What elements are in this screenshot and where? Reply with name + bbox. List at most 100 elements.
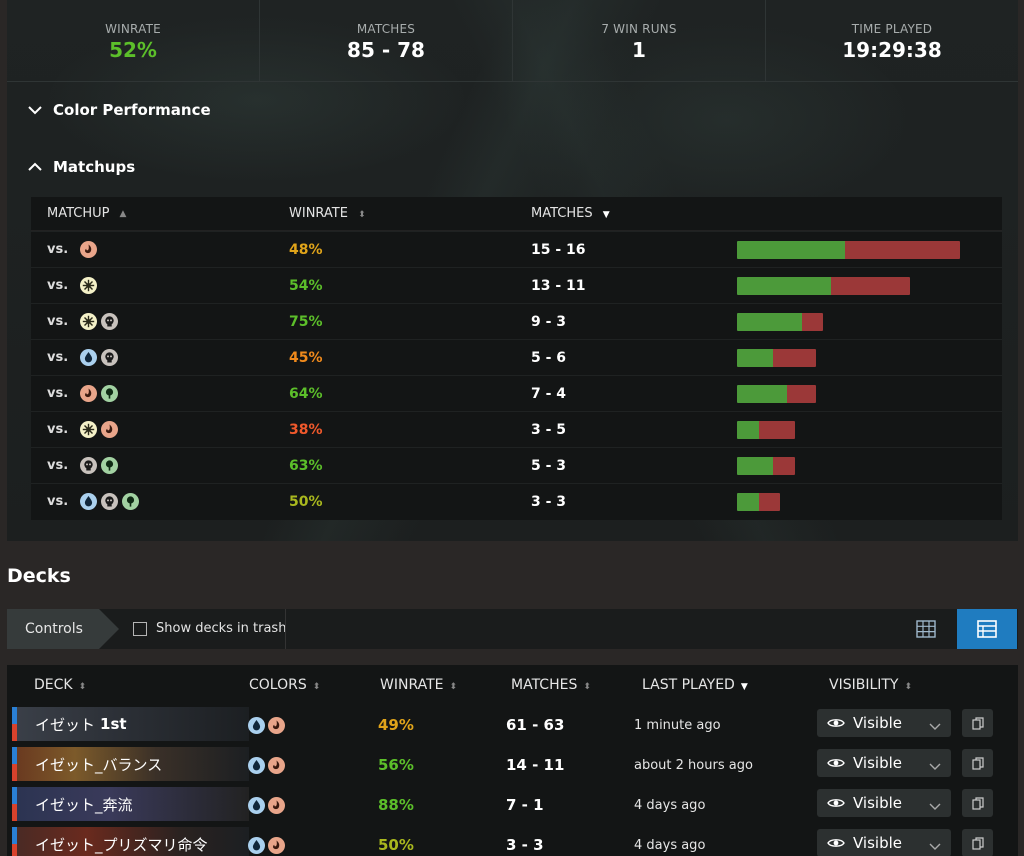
- deck-name-cell[interactable]: イゼット_プリズマリ命令: [17, 827, 249, 856]
- deck-row[interactable]: イゼット_バランス 56% 14 - 11 about 2 hours ago Visi…: [7, 745, 1018, 785]
- red-mana-icon: [268, 716, 285, 734]
- matches-column-header[interactable]: MATCHES ⬍: [511, 677, 591, 693]
- visibility-select[interactable]: Visible: [817, 789, 951, 817]
- blue-mana-icon: [80, 349, 98, 366]
- winrate-column-header[interactable]: WINRATE ⬍: [272, 206, 513, 221]
- decks-table: DECK ⬍ COLORS ⬍ WINRATE ⬍ MATCHES ⬍ LAST PLA…: [7, 665, 1018, 856]
- win-segment: [737, 492, 759, 511]
- winrate-cell: 38%: [289, 421, 323, 438]
- white-mana-icon: [80, 313, 98, 330]
- record-bar: [737, 240, 960, 259]
- chevron-down-icon: [929, 837, 941, 855]
- matchups-toggle[interactable]: Matchups: [27, 158, 135, 176]
- deck-row[interactable]: イゼット 1st 49% 61 - 63 1 minute ago Visible: [7, 705, 1018, 745]
- vs-label: vs.: [47, 458, 69, 473]
- stat-label: WINRATE: [105, 22, 161, 36]
- visibility-select[interactable]: Visible: [817, 709, 951, 737]
- copy-deck-button[interactable]: [962, 829, 993, 856]
- stat-value: 85 - 78: [347, 38, 425, 62]
- matchup-cell: vs.: [31, 493, 272, 510]
- matchups-table: MATCHUP ▲ WINRATE ⬍ MATCHES ▼ vs. 48% 15 -…: [31, 197, 1002, 520]
- visibility-column-header[interactable]: VISIBILITY ⬍: [829, 677, 912, 693]
- red-mana-icon: [268, 836, 285, 854]
- record-bar-cell: [737, 492, 1002, 511]
- record-bar-cell: [737, 276, 1002, 295]
- visibility-select[interactable]: Visible: [817, 749, 951, 777]
- loss-segment: [801, 312, 824, 331]
- deck-name-cell[interactable]: イゼット_奔流: [17, 787, 249, 821]
- loss-segment: [844, 240, 960, 259]
- record-bar-cell: [737, 348, 1002, 367]
- record-bar-cell: [737, 312, 1002, 331]
- matches-column-header[interactable]: MATCHES ▼: [513, 206, 737, 221]
- matchup-row: vs. 50% 3 - 3: [31, 483, 1002, 519]
- deck-row[interactable]: イゼット_奔流 88% 7 - 1 4 days ago Visible: [7, 785, 1018, 825]
- matchup-column-header[interactable]: MATCHUP ▲: [31, 206, 272, 221]
- matches-cell: 5 - 3: [531, 457, 567, 474]
- loss-segment: [830, 276, 910, 295]
- stat-winrate: WINRATE 52%: [7, 0, 260, 81]
- decks-title: Decks: [7, 565, 71, 587]
- deck-colors: [248, 796, 285, 814]
- header-label: MATCHES: [531, 206, 593, 221]
- winrate-column-header[interactable]: WINRATE ⬍: [380, 677, 457, 693]
- copy-deck-button[interactable]: [962, 749, 993, 777]
- winrate-cell: 75%: [289, 313, 323, 330]
- table-icon: [977, 620, 997, 638]
- matchup-row: vs. 54% 13 - 11: [31, 267, 1002, 303]
- record-bar: [737, 384, 817, 403]
- loss-segment: [772, 456, 795, 475]
- colors-column-header[interactable]: COLORS ⬍: [249, 677, 320, 693]
- chevron-up-icon: [28, 162, 42, 171]
- deck-row[interactable]: イゼット_プリズマリ命令 50% 3 - 3 4 days ago Visible: [7, 825, 1018, 856]
- record-bar-cell: [737, 420, 1002, 439]
- copy-icon: [971, 796, 984, 810]
- deck-name: イゼット_奔流: [35, 795, 133, 814]
- deck-name-cell[interactable]: イゼット_バランス: [17, 747, 249, 781]
- deck-column-header[interactable]: DECK ⬍: [34, 677, 86, 693]
- show-trash-toggle[interactable]: Show decks in trash: [133, 621, 286, 636]
- deck-name-cell[interactable]: イゼット 1st: [17, 707, 249, 741]
- show-trash-label: Show decks in trash: [156, 621, 287, 636]
- record-bar: [737, 348, 817, 367]
- loss-segment: [787, 384, 817, 403]
- matchup-row: vs. 38% 3 - 5: [31, 411, 1002, 447]
- last-played-column-header[interactable]: LAST PLAYED ▼: [642, 677, 748, 693]
- stat-time-played: TIME PLAYED 19:29:38: [766, 0, 1018, 81]
- deck-colors: [248, 756, 285, 774]
- copy-deck-button[interactable]: [962, 709, 993, 737]
- win-segment: [737, 420, 759, 439]
- red-mana-icon: [80, 241, 98, 258]
- visibility-select[interactable]: Visible: [817, 829, 951, 856]
- matches-cell: 5 - 6: [531, 349, 567, 366]
- visibility-value: Visible: [853, 714, 902, 732]
- controls-tab[interactable]: Controls: [7, 609, 119, 649]
- record-bar: [737, 492, 781, 511]
- vs-label: vs.: [47, 422, 69, 437]
- black-mana-icon: [101, 313, 119, 330]
- copy-deck-button[interactable]: [962, 789, 993, 817]
- blue-mana-icon: [80, 493, 98, 510]
- loss-segment: [758, 420, 795, 439]
- stat-value: 52%: [109, 38, 157, 62]
- grid-icon: [916, 620, 936, 638]
- grid-view-button[interactable]: [896, 609, 956, 649]
- copy-icon: [971, 836, 984, 850]
- header-label: WINRATE: [380, 677, 444, 693]
- eye-icon: [827, 799, 845, 807]
- sort-icon: ⬍: [449, 682, 458, 692]
- eye-icon: [827, 839, 845, 847]
- loss-segment: [758, 492, 781, 511]
- section-title: Matchups: [53, 158, 136, 176]
- copy-icon: [971, 756, 984, 770]
- blue-mana-icon: [248, 756, 265, 774]
- red-mana-icon: [268, 796, 285, 814]
- deck-winrate: 88%: [378, 796, 414, 814]
- show-trash-checkbox[interactable]: [133, 621, 147, 636]
- red-mana-icon: [268, 756, 285, 774]
- color-performance-toggle[interactable]: Color Performance: [27, 101, 211, 119]
- matchup-row: vs. 63% 5 - 3: [31, 447, 1002, 483]
- stat-label: TIME PLAYED: [851, 22, 933, 36]
- sort-icon: ⬍: [78, 682, 87, 692]
- list-view-button[interactable]: [957, 609, 1017, 649]
